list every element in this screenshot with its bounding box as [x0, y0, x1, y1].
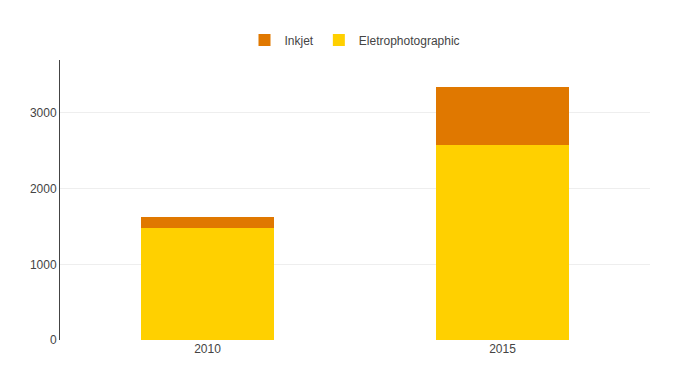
svg-text:Eletrophotographic: Eletrophotographic: [359, 34, 460, 48]
svg-text:2000: 2000: [30, 182, 57, 196]
svg-text:0: 0: [50, 333, 57, 347]
svg-text:3000: 3000: [30, 106, 57, 120]
svg-text:Inkjet: Inkjet: [285, 34, 314, 48]
svg-text:1000: 1000: [30, 258, 57, 272]
svg-text:2015: 2015: [489, 342, 516, 356]
svg-text:2010: 2010: [194, 342, 221, 356]
